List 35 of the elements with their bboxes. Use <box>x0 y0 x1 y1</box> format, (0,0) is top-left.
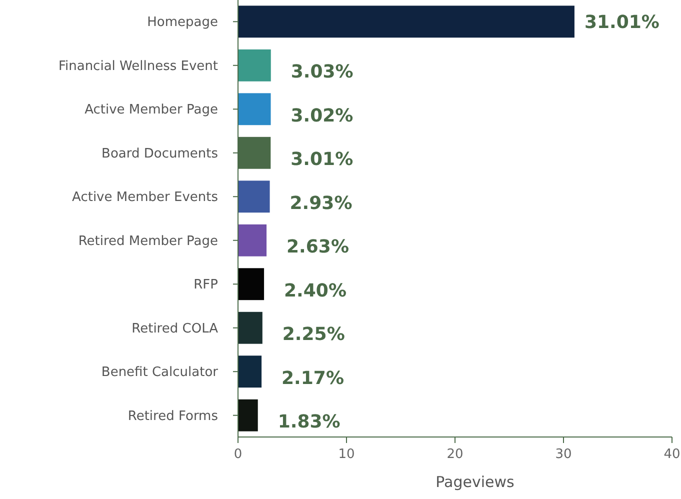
bar <box>238 268 264 300</box>
data-label: 3.01% <box>290 149 354 170</box>
y-tick-label: Benefit Calculator <box>101 365 219 380</box>
y-tick-label: Retired COLA <box>132 321 218 336</box>
x-axis-title: Pageviews <box>436 473 515 491</box>
data-label: 3.03% <box>290 62 354 83</box>
data-label: 2.40% <box>284 280 346 302</box>
y-tick-label: Active Member Page <box>84 102 218 118</box>
data-label: 3.02% <box>290 105 354 126</box>
bar <box>238 224 267 256</box>
bar <box>238 356 262 388</box>
y-tick-label: Retired Forms <box>128 408 218 424</box>
data-label: 2.17% <box>282 368 344 389</box>
x-tick-label: 40 <box>664 447 680 462</box>
bar <box>238 180 270 213</box>
bar <box>238 49 271 82</box>
bar <box>238 399 258 432</box>
x-tick-label: 10 <box>338 447 355 462</box>
y-tick-label: RFP <box>194 278 218 293</box>
y-tick-label: Homepage <box>147 15 218 30</box>
y-tick-label: Financial Wellness Event <box>58 58 218 74</box>
data-label: 1.83% <box>278 412 340 433</box>
x-tick-label: 0 <box>234 447 242 462</box>
x-tick-label: 20 <box>446 447 464 462</box>
bar <box>238 312 262 344</box>
data-label: 2.25% <box>282 324 345 346</box>
data-label: 31.01% <box>584 12 660 33</box>
y-tick-label: Active Member Events <box>72 190 218 206</box>
x-tick-label: 30 <box>555 447 572 462</box>
bar <box>238 93 271 126</box>
data-label: 2.63% <box>286 236 349 258</box>
bar <box>238 6 574 38</box>
data-label: 2.93% <box>290 192 352 214</box>
y-tick-label: Board Documents <box>102 146 218 162</box>
y-tick-label: Retired Member Page <box>78 234 218 249</box>
